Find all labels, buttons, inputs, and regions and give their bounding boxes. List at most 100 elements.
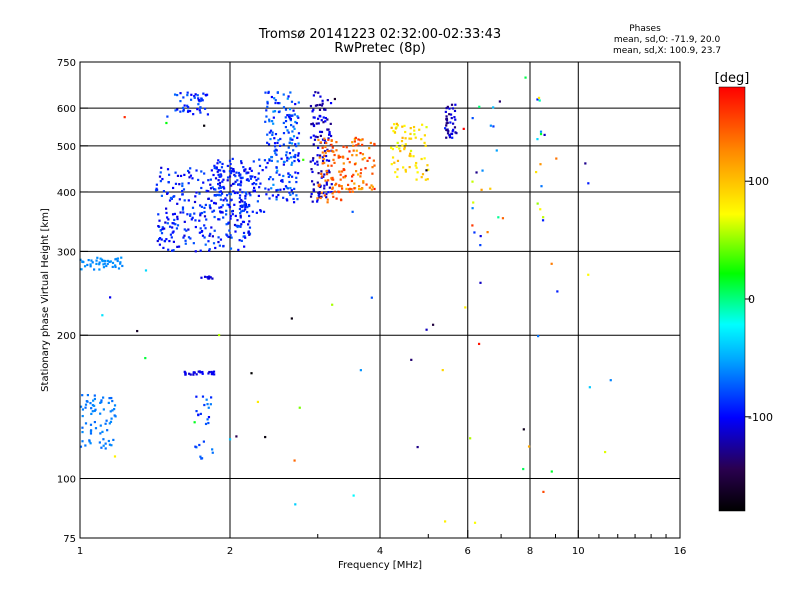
echo-point xyxy=(339,173,342,176)
echo-point xyxy=(492,106,495,109)
echo-point xyxy=(275,171,278,174)
colorbar-tick-label: 100 xyxy=(748,175,769,188)
echo-point xyxy=(265,193,268,196)
echo-point xyxy=(355,144,358,147)
echo-point xyxy=(337,156,340,159)
echo-point xyxy=(324,145,327,149)
echo-point xyxy=(240,223,243,226)
echo-point xyxy=(267,178,271,181)
echo-point xyxy=(102,259,105,262)
echo-point xyxy=(171,186,175,190)
echo-point xyxy=(464,306,467,309)
echo-point xyxy=(338,184,341,188)
echo-point xyxy=(247,231,250,234)
echo-point xyxy=(218,190,221,194)
echo-point xyxy=(268,131,271,134)
echo-point xyxy=(188,176,191,179)
echo-point xyxy=(342,156,345,159)
echo-point xyxy=(207,197,210,201)
echo-point xyxy=(286,97,289,100)
echo-point xyxy=(289,123,293,127)
echo-point xyxy=(536,98,539,101)
echo-point xyxy=(443,520,447,523)
echo-point xyxy=(239,173,242,176)
echo-point xyxy=(337,154,340,157)
echo-point xyxy=(239,184,242,187)
echo-point xyxy=(112,438,115,442)
echo-point xyxy=(248,167,251,171)
echo-point xyxy=(312,189,316,193)
echo-point xyxy=(218,206,221,209)
echo-point xyxy=(371,185,374,188)
echo-point xyxy=(93,420,96,424)
echo-point xyxy=(258,186,261,189)
echo-point xyxy=(99,432,102,435)
echo-point xyxy=(189,237,192,240)
echo-point xyxy=(292,155,295,158)
echo-point xyxy=(187,182,190,185)
echo-point xyxy=(165,238,168,241)
echo-point xyxy=(346,157,349,160)
echo-point xyxy=(199,249,202,252)
echo-point xyxy=(588,386,591,389)
echo-point xyxy=(181,193,184,196)
echo-point xyxy=(203,172,206,175)
echo-point xyxy=(204,203,207,207)
echo-point xyxy=(173,93,177,96)
echo-point xyxy=(294,102,297,106)
echo-point xyxy=(106,262,109,266)
echo-point xyxy=(248,204,251,208)
echo-point xyxy=(200,170,203,173)
echo-point xyxy=(401,125,404,128)
echo-point xyxy=(522,428,525,431)
echo-point xyxy=(166,222,169,225)
echo-point xyxy=(357,187,361,191)
echo-point xyxy=(249,177,253,180)
echo-point xyxy=(348,187,352,190)
echo-point xyxy=(228,438,232,441)
echo-point xyxy=(325,141,328,145)
echo-point xyxy=(101,259,104,263)
echo-point xyxy=(363,157,366,160)
echo-point xyxy=(244,202,247,206)
echo-point xyxy=(109,296,112,299)
echo-point xyxy=(219,186,222,190)
echo-point xyxy=(330,139,333,143)
echo-point xyxy=(318,183,321,186)
echo-point xyxy=(160,232,164,235)
y-tick-label: 200 xyxy=(57,331,76,342)
echo-point xyxy=(364,167,367,170)
echo-point xyxy=(243,245,246,248)
echo-point xyxy=(335,141,338,144)
echo-point xyxy=(426,164,429,167)
echo-point xyxy=(481,169,484,172)
echo-point xyxy=(555,157,558,160)
echo-point xyxy=(609,379,612,382)
echo-point xyxy=(244,208,247,211)
echo-point xyxy=(255,183,258,186)
echo-point xyxy=(473,521,477,524)
echo-point xyxy=(321,156,324,159)
echo-point xyxy=(203,210,206,214)
echo-point xyxy=(356,173,360,176)
echo-point xyxy=(353,187,356,190)
echo-point xyxy=(215,166,218,169)
echo-point xyxy=(179,99,182,103)
echo-point xyxy=(327,191,330,194)
echo-point xyxy=(114,258,117,261)
echo-point xyxy=(211,186,214,189)
echo-point xyxy=(203,236,206,239)
echo-point xyxy=(108,422,111,425)
echo-point xyxy=(210,370,213,374)
echo-point xyxy=(248,220,251,223)
echo-point xyxy=(342,162,345,165)
echo-point xyxy=(445,122,448,125)
echo-point xyxy=(205,93,209,96)
echo-point xyxy=(278,102,281,105)
echo-point xyxy=(451,107,455,110)
echo-point xyxy=(239,180,243,183)
echo-point xyxy=(229,217,232,220)
echo-point xyxy=(331,303,334,306)
echo-point xyxy=(321,138,325,141)
echo-point xyxy=(226,234,229,237)
